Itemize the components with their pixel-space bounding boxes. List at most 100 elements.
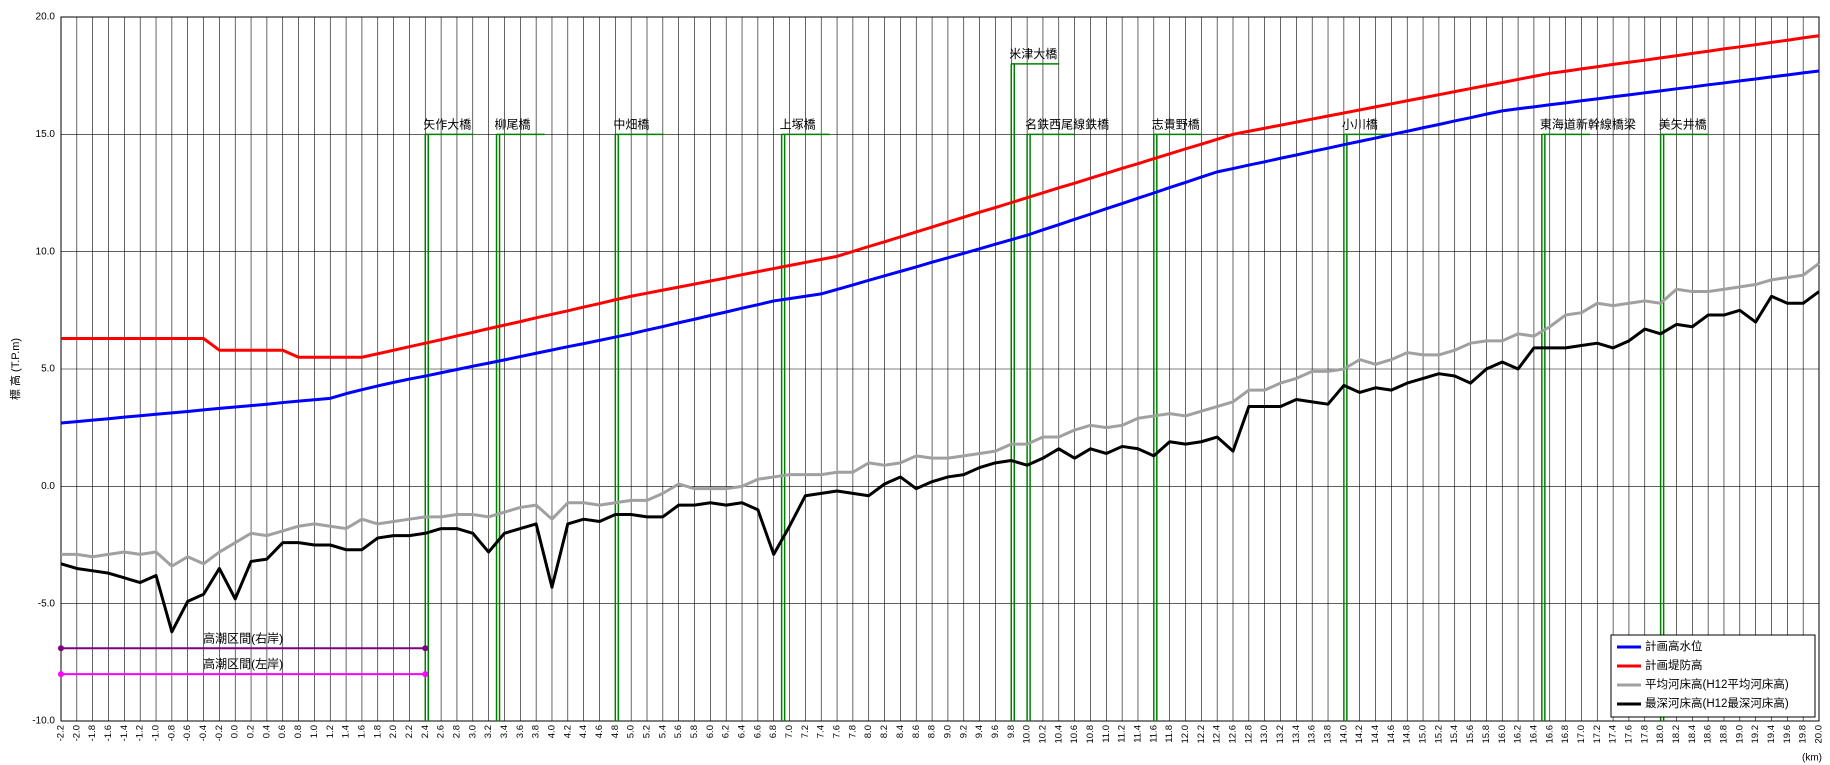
x-tick-label: 7.0 <box>784 725 795 738</box>
x-tick-label: 0.4 <box>261 725 272 738</box>
bridge-label: 小川橋 <box>1342 118 1378 132</box>
x-tick-label: 17.2 <box>1592 725 1603 744</box>
x-tick-label: 10.8 <box>1085 725 1096 744</box>
x-tick-label: 6.4 <box>737 725 748 738</box>
x-tick-label: 1.0 <box>309 725 320 738</box>
y-tick-label: -10.0 <box>32 716 55 727</box>
x-tick-label: 2.0 <box>388 725 399 738</box>
x-tick-label: -0.2 <box>214 725 225 741</box>
x-tick-label: 2.2 <box>404 725 415 738</box>
x-tick-label: -1.2 <box>135 725 146 741</box>
x-tick-label: 10.2 <box>1037 725 1048 744</box>
x-tick-label: 15.6 <box>1465 725 1476 744</box>
bridge-label: 名鉄西尾線鉄橋 <box>1025 117 1109 132</box>
bridge-label: 中畑橋 <box>613 117 649 132</box>
x-tick-label: -1.6 <box>103 725 114 741</box>
tidal-zone-end <box>422 671 429 678</box>
bridge-label: 美矢井橋 <box>1659 118 1707 132</box>
x-tick-label: 14.6 <box>1386 725 1397 744</box>
x-tick-label: 0.6 <box>277 725 288 738</box>
x-tick-label: 10.6 <box>1069 725 1080 744</box>
x-tick-label: -1.8 <box>87 725 98 741</box>
y-tick-label: 20.0 <box>36 12 56 23</box>
x-axis-label: (km) <box>1802 753 1822 764</box>
x-tick-label: 19.4 <box>1766 725 1777 744</box>
bridge-label: 志貴野橋 <box>1152 118 1200 132</box>
x-tick-label: -2.0 <box>71 725 82 741</box>
x-tick-label: 9.2 <box>958 725 969 738</box>
y-tick-label: 10.0 <box>36 246 56 257</box>
x-tick-label: 15.8 <box>1481 725 1492 744</box>
x-tick-label: 16.8 <box>1560 725 1571 744</box>
tidal-zone-label: 高潮区間(左岸) <box>203 656 283 671</box>
x-tick-label: 9.6 <box>990 725 1001 738</box>
x-tick-label: 13.2 <box>1275 725 1286 744</box>
y-tick-label: -5.0 <box>38 598 56 609</box>
x-tick-label: 12.2 <box>1196 725 1207 744</box>
x-tick-label: 12.8 <box>1243 725 1254 744</box>
x-tick-label: 12.6 <box>1228 725 1239 744</box>
x-tick-label: 3.4 <box>499 725 510 738</box>
x-tick-label: 16.4 <box>1528 725 1539 744</box>
x-tick-label: 19.2 <box>1750 725 1761 744</box>
x-tick-label: 10.4 <box>1053 725 1064 744</box>
x-tick-label: 1.6 <box>356 725 367 738</box>
bridge-label: 東海道新幹線橋梁 <box>1540 117 1636 132</box>
x-tick-label: 16.0 <box>1497 725 1508 744</box>
x-tick-label: 7.4 <box>816 725 827 738</box>
x-tick-label: 16.2 <box>1513 725 1524 744</box>
x-tick-label: 7.6 <box>832 725 843 738</box>
x-tick-label: 17.4 <box>1608 725 1619 744</box>
y-tick-label: 0.0 <box>41 481 55 492</box>
x-tick-label: 13.4 <box>1291 725 1302 744</box>
x-tick-label: 14.2 <box>1354 725 1365 744</box>
x-tick-label: 13.6 <box>1307 725 1318 744</box>
x-tick-label: 17.8 <box>1639 725 1650 744</box>
x-tick-label: 7.2 <box>800 725 811 738</box>
x-tick-label: 10.0 <box>1022 725 1033 744</box>
legend-label: 平均河床高(H12平均河床高) <box>1645 677 1789 691</box>
legend-box <box>1610 634 1816 718</box>
series-line <box>61 34 1820 359</box>
x-tick-label: 3.6 <box>515 725 526 738</box>
plot-frame <box>60 16 1820 722</box>
x-tick-label: -1.4 <box>119 725 130 741</box>
x-tick-label: 4.4 <box>578 725 589 738</box>
x-tick-label: 4.6 <box>594 725 605 738</box>
x-tick-label: 8.8 <box>927 725 938 738</box>
x-tick-label: -0.6 <box>182 725 193 741</box>
x-tick-label: 15.0 <box>1418 725 1429 744</box>
y-tick-label: 15.0 <box>36 129 56 140</box>
tidal-zone-end <box>58 645 64 652</box>
bridge-label: 米津大橋 <box>1009 47 1057 61</box>
x-tick-label: 19.8 <box>1798 725 1809 744</box>
x-tick-label: 3.8 <box>531 725 542 738</box>
x-tick-label: 8.6 <box>911 725 922 738</box>
x-tick-label: 18.0 <box>1655 725 1666 744</box>
y-tick-label: 5.0 <box>41 364 55 375</box>
tidal-zone-label: 高潮区間(右岸) <box>203 630 283 645</box>
x-tick-label: -0.4 <box>198 725 209 741</box>
x-tick-label: 9.0 <box>942 725 953 738</box>
x-tick-label: 17.6 <box>1623 725 1634 744</box>
legend-label: 最深河床高(H12最深河床高) <box>1645 696 1789 710</box>
x-tick-label: 18.2 <box>1671 725 1682 744</box>
x-tick-label: 18.4 <box>1687 725 1698 744</box>
x-tick-label: 17.0 <box>1576 725 1587 744</box>
x-tick-label: 3.2 <box>483 725 494 738</box>
legend-label: 計画堤防高 <box>1645 658 1703 672</box>
x-tick-label: 18.6 <box>1703 725 1714 744</box>
x-tick-label: 5.0 <box>626 725 637 738</box>
tidal-zone-end <box>58 671 64 678</box>
x-tick-label: 4.2 <box>562 725 573 738</box>
x-tick-label: 13.0 <box>1259 725 1270 744</box>
series-line <box>60 290 1820 634</box>
y-axis-label: 標 高 (T.P.m) <box>8 338 22 400</box>
x-tick-label: 12.4 <box>1212 725 1223 744</box>
series-line <box>61 262 1820 568</box>
x-tick-label: 1.4 <box>341 725 352 738</box>
x-tick-label: 2.8 <box>451 725 462 738</box>
x-tick-label: 8.0 <box>863 725 874 738</box>
